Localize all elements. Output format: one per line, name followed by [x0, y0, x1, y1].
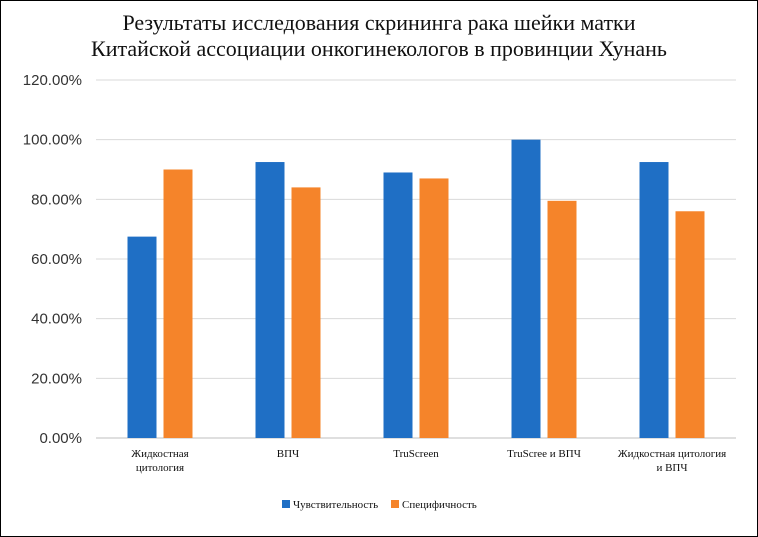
chart-title-line-2: Китайской ассоциации онкогинекологов в п… [91, 36, 667, 61]
x-category-label: и ВПЧ [656, 462, 687, 474]
x-category-label: TruScree и ВПЧ [507, 448, 581, 460]
bar-specificity [419, 178, 449, 438]
bar-sensitivity [127, 236, 157, 438]
y-tick-label: 40.00% [31, 311, 82, 328]
legend-label: Специфичность [402, 499, 477, 511]
bar-sensitivity [383, 172, 413, 438]
y-tick-label: 60.00% [31, 251, 82, 268]
bar-sensitivity [511, 139, 541, 438]
legend-swatch [282, 500, 290, 508]
legend-swatch [391, 500, 399, 508]
bar-sensitivity [255, 162, 285, 438]
x-category-label: Жидкостная [131, 448, 188, 460]
y-tick-label: 20.00% [31, 370, 82, 387]
legend-label: Чувствительность [293, 499, 378, 511]
y-axis-tick-labels: 0.00% 20.00% 40.00% 60.00% 80.00% 100.00% 120.… [23, 72, 82, 447]
bar-specificity [675, 211, 705, 438]
x-axis-category-labels: Жидкостная цитология ВПЧ TruScreen TruScree … [131, 448, 726, 474]
y-tick-label: 80.00% [31, 191, 82, 208]
chart-title-line-1: Результаты исследования скрининга рака ш… [122, 10, 636, 35]
y-tick-label: 120.00% [23, 72, 82, 89]
bar-specificity [163, 169, 193, 438]
bar-specificity [291, 187, 321, 438]
bar-specificity [547, 200, 577, 438]
y-tick-label: 0.00% [39, 430, 82, 447]
x-category-label: TruScreen [393, 448, 439, 460]
gridlines [96, 79, 736, 439]
bar-sensitivity [639, 162, 669, 438]
y-tick-label: 100.00% [23, 132, 82, 149]
legend: Чувствительность Специфичность [282, 499, 477, 511]
bars [127, 139, 705, 438]
x-category-label: Жидкостная цитология [618, 448, 726, 460]
x-category-label: ВПЧ [277, 448, 299, 460]
x-category-label: цитология [136, 462, 184, 474]
